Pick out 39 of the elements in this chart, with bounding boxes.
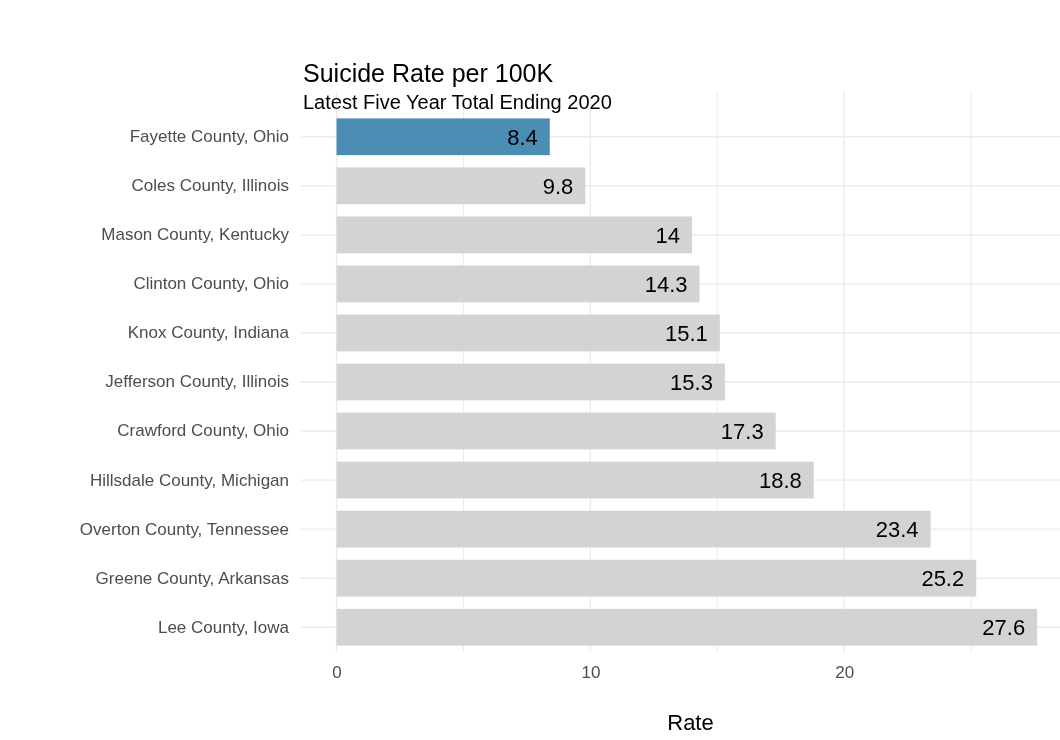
y-tick-label: Greene County, Arkansas — [95, 568, 289, 588]
y-tick-label: Clinton County, Ohio — [133, 274, 289, 294]
x-tick-label: 20 — [835, 663, 855, 683]
data-label: 15.1 — [665, 320, 708, 346]
data-label: 23.4 — [875, 517, 919, 543]
y-tick-label: Fayette County, Ohio — [129, 127, 289, 147]
data-label: 8.4 — [507, 124, 538, 150]
data-label: 9.8 — [542, 173, 574, 199]
y-tick-label: Crawford County, Ohio — [117, 421, 289, 441]
y-tick-label: Hillsdale County, Michigan — [89, 470, 289, 490]
data-label: 25.2 — [921, 566, 965, 592]
bar — [336, 314, 720, 352]
y-tick-label: Lee County, Iowa — [157, 617, 290, 637]
bar — [336, 167, 586, 205]
bar — [336, 559, 977, 597]
bar — [336, 265, 700, 303]
bar — [336, 461, 814, 499]
data-label: 14 — [655, 222, 680, 248]
x-tick-label: 10 — [581, 663, 601, 683]
data-label: 15.3 — [670, 369, 713, 395]
y-tick-label: Coles County, Illinois — [131, 176, 289, 196]
y-tick-label: Jefferson County, Illinois — [105, 372, 289, 392]
bar — [336, 118, 550, 156]
data-label: 17.3 — [720, 418, 764, 444]
bar — [336, 510, 931, 548]
x-axis-title: Rate — [667, 710, 714, 735]
bar — [336, 216, 692, 254]
y-tick-label: Overton County, Tennessee — [79, 519, 289, 539]
y-tick-label: Knox County, Indiana — [127, 323, 290, 343]
data-label: 18.8 — [758, 468, 802, 494]
chart-title: Suicide Rate per 100K — [303, 59, 554, 87]
chart-subtitle: Latest Five Year Total Ending 2020 — [303, 91, 612, 113]
x-tick-label: 0 — [332, 663, 342, 683]
bar — [336, 363, 725, 401]
bar — [336, 608, 1038, 646]
data-label: 27.6 — [982, 615, 1026, 641]
y-tick-label: Mason County, Kentucky — [101, 225, 290, 245]
bar — [336, 412, 776, 450]
data-label: 14.3 — [644, 271, 688, 297]
